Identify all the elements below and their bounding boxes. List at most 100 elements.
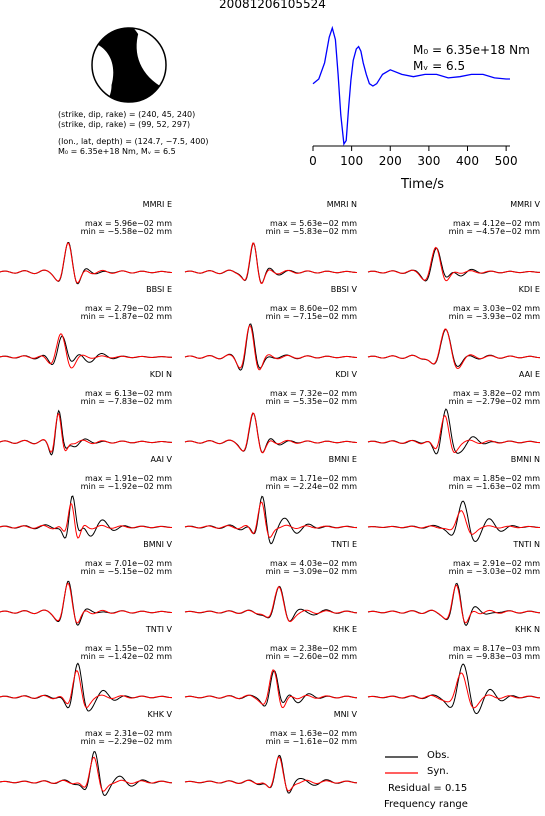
stf-tick-label: 200 [379,154,402,168]
beachball [91,27,167,103]
stf-tick-label: 0 [309,154,317,168]
stf-ticks: 0 100 200 300 400 500 [309,146,518,168]
panel-station-label: KHK E [332,625,357,634]
panel-min-value: min = −1.63e−02 mm [448,482,540,491]
panel-min-value: min = −3.09e−02 mm [265,567,357,576]
beachball-dilatation-wedge [136,28,166,86]
panel-station-label: TNTI V [145,625,172,634]
synthetic-waveform [184,756,357,792]
panel-station-label: BBSI V [330,285,357,294]
panel-max-value: max = 1.55e−02 mm [85,644,172,653]
panel-max-value: max = 1.63e−02 mm [270,729,357,738]
observed-waveform [184,585,358,622]
panel-max-value: max = 2.31e−02 mm [85,729,172,738]
stf-plot: 0 100 200 300 400 500 [309,25,518,168]
observed-waveform [367,408,540,455]
legend [385,756,418,774]
panel-max-value: max = 3.03e−02 mm [453,304,540,313]
panel-max-value: max = 8.60e−02 mm [270,304,357,313]
panel-max-value: max = 2.91e−02 mm [453,559,540,568]
panel-min-value: min = −1.42e−02 mm [80,652,172,661]
panel-min-value: min = −1.87e−02 mm [80,312,172,321]
observed-waveform [184,754,358,794]
observed-waveform [0,580,172,626]
panel-min-value: min = −2.60e−02 mm [265,652,357,661]
legend-obs-label: Obs. [427,750,450,761]
panel-min-value: min = −3.03e−02 mm [448,567,540,576]
panel-station-label: TNTI E [331,540,357,549]
synthetic-waveform [184,501,358,539]
panel-min-value: min = −4.57e−02 mm [448,227,540,236]
observed-waveform [0,495,172,539]
synthetic-waveform [0,669,172,709]
moment-mw: Mᵥ = 6.5 [413,59,466,73]
stf-tick-label: 300 [417,154,440,168]
panel-max-value: max = 4.12e−02 mm [453,219,540,228]
panel-max-value: max = 2.38e−02 mm [270,644,357,653]
panel-min-value: min = −2.79e−02 mm [448,397,540,406]
panel-station-label: BMNI N [510,455,540,464]
synthetic-waveform [0,582,172,624]
panel-min-value: min = −3.93e−02 mm [448,312,540,321]
stf-tick-label: 400 [456,154,479,168]
panel-max-value: max = 4.03e−02 mm [270,559,357,568]
observed-waveform [367,663,540,715]
panel-min-value: min = −2.29e−02 mm [80,737,172,746]
legend-syn-label: Syn. [427,766,449,777]
source-strike-2: (strike, dip, rake) = (99, 52, 297) [58,120,191,129]
panel-max-value: max = 8.17e−03 mm [453,644,540,653]
beachball-outline [91,27,167,103]
observed-waveform [0,751,173,796]
panel-station-label: BMNI E [328,455,357,464]
panel-station-label: AAI V [150,455,172,464]
panel-station-label: BMNI V [143,540,172,549]
panel-min-value: min = −1.92e−02 mm [80,482,172,491]
panel-station-label: KDI N [149,370,172,379]
observed-waveform [184,242,357,284]
synthetic-waveform [0,333,172,369]
source-strike-1: (strike, dip, rake) = (240, 45, 240) [58,110,196,119]
panel-min-value: min = −2.24e−02 mm [265,482,357,491]
synthetic-waveform [184,412,357,454]
observed-waveform [0,409,172,456]
panel-min-value: min = −1.61e−02 mm [265,737,357,746]
figure-title: 20081206105524 [219,0,326,11]
panel-min-value: min = −5.15e−02 mm [80,567,172,576]
panel-station-label: KHK N [514,625,540,634]
residual-label: Residual = 0.15 [388,783,468,794]
panel-min-value: min = −7.15e−02 mm [265,312,357,321]
observed-waveform [0,335,173,366]
synthetic-waveform [367,672,541,709]
synthetic-waveform [0,413,172,453]
observed-waveform [367,500,540,543]
moment-annotation: M₀ = 6.35e+18 Nm Mᵥ = 6.5 [413,42,530,74]
observed-waveform [0,662,172,712]
panel-max-value: max = 7.01e−02 mm [85,559,172,568]
panel-station-label: MMRI V [510,200,540,209]
beachball-compression-quadrant [92,28,166,102]
observed-waveform [184,413,357,453]
observed-waveform [367,247,540,282]
synthetic-waveform [184,586,357,623]
frequency-label: Frequency range [384,799,468,810]
panel-max-value: max = 1.85e−02 mm [453,474,540,483]
synthetic-waveform [367,246,540,282]
synthetic-waveform [184,242,357,285]
source-moment: M₀ = 6.35e+18 Nm, Mᵥ = 6.5 [58,147,176,156]
panel-station-label: TNTI N [513,540,540,549]
panel-max-value: max = 7.32e−02 mm [270,389,357,398]
panel-max-value: max = 5.63e−02 mm [270,219,357,228]
panel-min-value: min = −5.35e−02 mm [265,397,357,406]
source-location: (lon., lat, depth) = (124.7, −7.5, 400) [58,137,209,146]
panel-max-value: max = 1.91e−02 mm [85,474,172,483]
panel-station-label: MMRI N [326,200,357,209]
stf-x-label: Time/s [401,177,444,192]
panel-station-label: AAI E [518,370,540,379]
panel-station-label: KDI V [335,370,357,379]
panel-max-value: max = 5.96e−02 mm [85,219,172,228]
moment-m0: M₀ = 6.35e+18 Nm [413,43,530,57]
waveform-panels [0,242,541,796]
stf-series-line [312,25,510,146]
